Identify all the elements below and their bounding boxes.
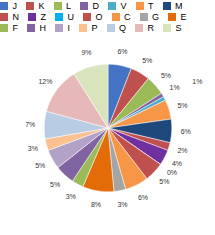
svg-text:8%: 8% (91, 201, 101, 208)
html-text:K: K (38, 0, 45, 11)
svg-text:5%: 5% (50, 181, 60, 188)
svg-text:1%: 1% (192, 78, 202, 85)
html-text:Q: Q (119, 22, 126, 33)
html-text:F: F (12, 22, 18, 33)
html-text:G: G (152, 11, 159, 22)
svg-text:3%: 3% (66, 193, 76, 200)
svg-text:5%: 5% (177, 102, 187, 109)
html-text:C: C (124, 11, 131, 22)
html-text:M: M (175, 0, 183, 11)
html-text:I: I (67, 22, 70, 33)
html-text:D: D (92, 0, 99, 11)
svg-text:9%: 9% (81, 49, 91, 56)
svg-text:3%: 3% (117, 201, 127, 208)
html-text:O: O (95, 11, 103, 22)
svg-text:7%: 7% (25, 121, 35, 128)
svg-text:6%: 6% (117, 48, 127, 55)
svg-text:5%: 5% (142, 57, 152, 64)
html-text:L: L (66, 0, 71, 11)
svg-text:1%: 1% (170, 84, 180, 91)
html-text:S: S (175, 22, 182, 33)
html-text:E: E (180, 11, 187, 22)
html-text:T: T (148, 0, 154, 11)
html-text:H: H (39, 22, 46, 33)
svg-text:2%: 2% (177, 147, 187, 154)
html-text:U: U (67, 11, 74, 22)
html-text:J: J (12, 0, 17, 11)
html-text:N: N (12, 11, 19, 22)
svg-text:5%: 5% (159, 178, 169, 185)
svg-text:4%: 4% (172, 160, 182, 167)
svg-text:0%: 0% (167, 169, 177, 176)
svg-text:3%: 3% (28, 145, 38, 152)
svg-text:6%: 6% (181, 128, 191, 135)
html-text:P: P (91, 22, 98, 33)
svg-text:12%: 12% (38, 78, 52, 85)
svg-text:5%: 5% (35, 162, 45, 169)
svg-text:5%: 5% (161, 72, 171, 79)
html-text:V: V (120, 0, 127, 11)
svg-text:6%: 6% (138, 194, 148, 201)
html-text:Z: Z (40, 11, 46, 22)
html-text:R: R (147, 22, 154, 33)
